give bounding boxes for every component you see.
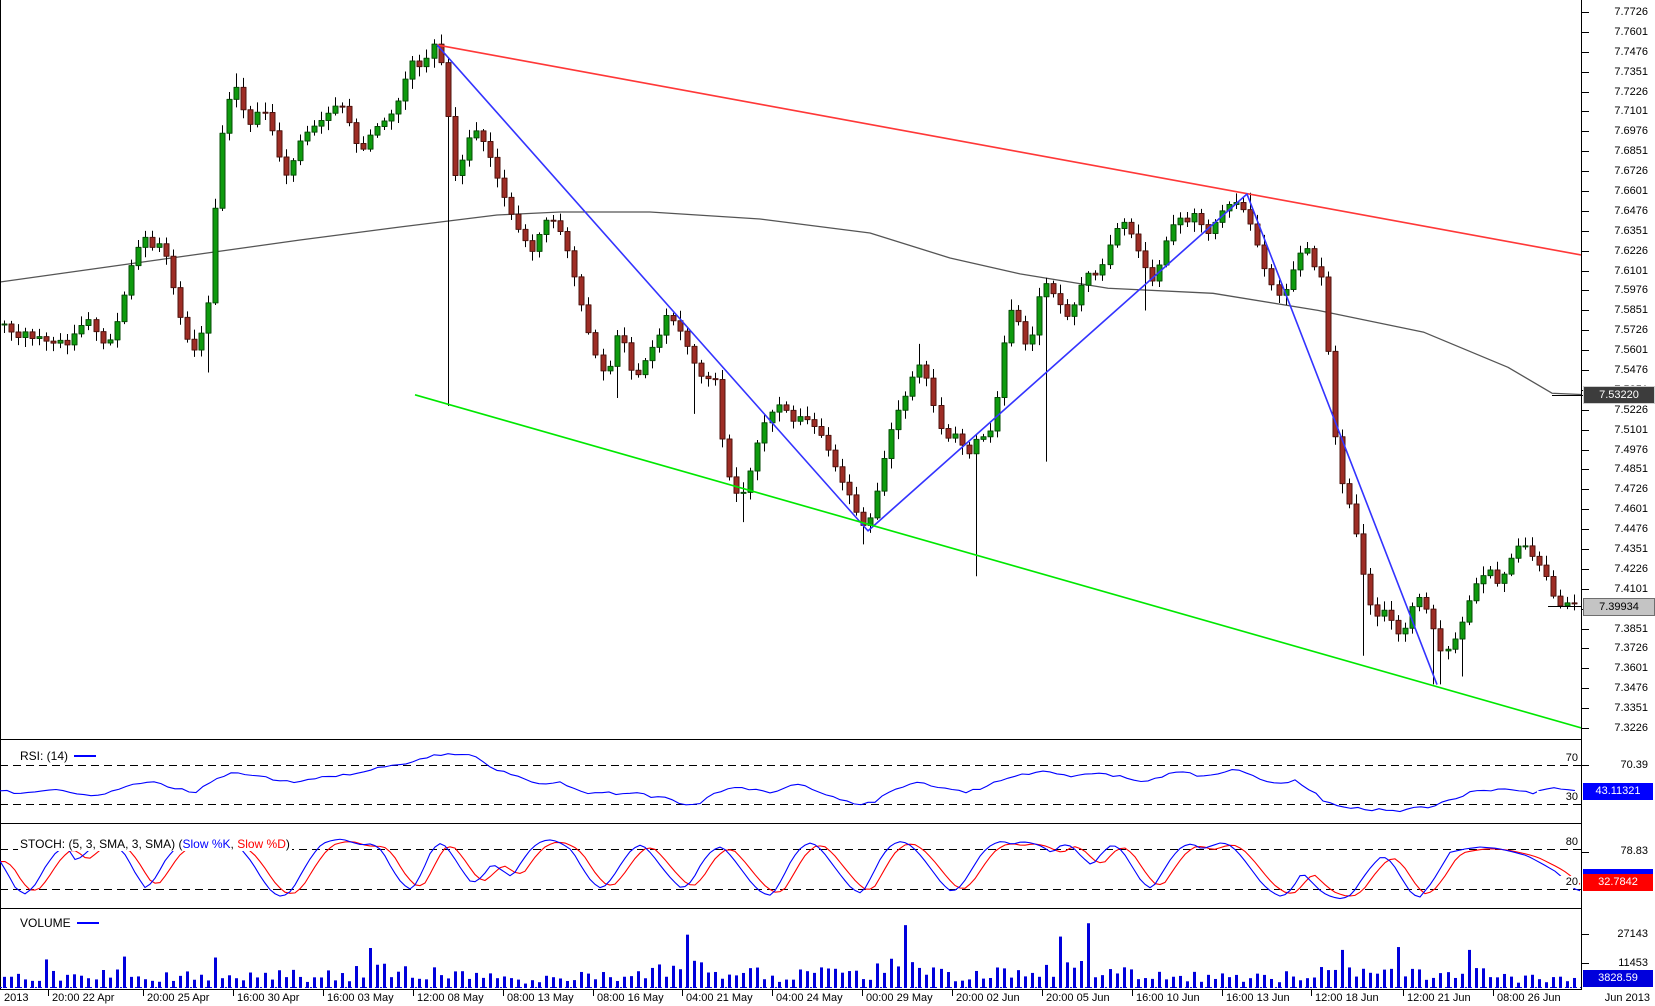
- price-axis-label: 7.6351: [1614, 224, 1648, 237]
- price-axis-label: 7.3851: [1614, 622, 1648, 635]
- price-axis-label: 7.6476: [1614, 204, 1648, 217]
- price-axis-label: 7.5976: [1614, 284, 1648, 297]
- price-axis-label: 7.4476: [1614, 523, 1648, 536]
- rsi-level-70: 70: [1537, 752, 1579, 764]
- rsi-value-badge: 43.11321: [1583, 783, 1653, 800]
- price-axis-label: 7.7726: [1614, 6, 1648, 18]
- rsi-panel-title: RSI: (14): [18, 749, 99, 763]
- rsi-level-30: 30: [1537, 791, 1579, 803]
- stoch-title-part: ,: [230, 837, 238, 851]
- price-axis-label: 7.6101: [1614, 264, 1648, 277]
- stoch-level-80: 80: [1537, 836, 1579, 848]
- stoch-level-20: 20: [1537, 876, 1579, 888]
- volume-panel-title: VOLUME: [18, 917, 101, 930]
- price-axis-label: 7.5101: [1614, 423, 1648, 436]
- stoch-title-part: STOCH: (5, 3, SMA, 3, SMA) (: [20, 837, 183, 851]
- time-axis-label: 16:00 30 Apr: [237, 992, 300, 1004]
- time-axis-label: 12:00 08 May: [417, 992, 484, 1004]
- stoch-axis-max: 78.83: [1620, 845, 1648, 857]
- price-axis-label: 7.7601: [1614, 25, 1648, 38]
- volume-axis-upper: 27143: [1617, 928, 1648, 940]
- time-axis-label: 16:00 13 Jun: [1226, 992, 1290, 1004]
- time-axis-label: 20:00 25 Apr: [147, 992, 210, 1004]
- price-axis-label: 7.6226: [1614, 244, 1648, 257]
- price-axis-label: 7.4851: [1614, 463, 1648, 476]
- time-axis-year-label: 2013: [4, 992, 29, 1004]
- stoch-k-badge-strip: [1583, 869, 1653, 874]
- price-axis-label: 7.7476: [1614, 45, 1648, 58]
- time-axis-label: 16:00 10 Jun: [1136, 992, 1200, 1004]
- price-axis-label: 7.3351: [1614, 702, 1648, 715]
- current-price-badge: 7.39934: [1583, 598, 1655, 616]
- price-axis-label: 7.6726: [1614, 165, 1648, 178]
- stoch-panel-title: STOCH: (5, 3, SMA, 3, SMA) (Slow %K, Slo…: [18, 838, 292, 851]
- price-axis-label: 7.6976: [1614, 125, 1648, 138]
- price-axis-label: 7.5726: [1614, 324, 1648, 337]
- time-axis-label: 08:00 26 Jun: [1497, 992, 1561, 1004]
- price-axis-label: 7.4601: [1614, 503, 1648, 516]
- price-axis-label: 7.3476: [1614, 682, 1648, 695]
- rsi-title-text: RSI: (14): [20, 749, 69, 763]
- volume-axis-lower: 11453: [1618, 957, 1648, 969]
- time-axis-label: 16:00 03 May: [327, 992, 394, 1004]
- price-axis-label: 7.7226: [1614, 85, 1648, 98]
- time-axis-label: 04:00 21 May: [686, 992, 753, 1004]
- volume-value-badge: 3828.59: [1583, 970, 1653, 987]
- price-axis-label: 7.3601: [1614, 662, 1648, 675]
- rsi-axis-max: 70.39: [1620, 759, 1648, 771]
- stoch-title-part: ): [285, 837, 290, 851]
- time-axis-month-label: Jun 2013: [1604, 992, 1650, 1004]
- price-axis-label: 7.6851: [1614, 145, 1648, 158]
- price-axis-label: 7.3726: [1614, 642, 1648, 655]
- stoch-value-badge: 32.7842: [1583, 874, 1653, 891]
- time-axis-label: 20:00 05 Jun: [1046, 992, 1110, 1004]
- stoch-title-part: Slow %D: [237, 837, 286, 851]
- price-axis-label: 7.6601: [1614, 185, 1648, 197]
- price-axis-label: 7.4351: [1614, 543, 1648, 555]
- time-axis-label: 08:00 16 May: [597, 992, 664, 1004]
- price-axis-label: 7.7351: [1614, 65, 1648, 78]
- price-axis-label: 7.7101: [1614, 105, 1648, 118]
- price-axis-label: 7.4101: [1614, 582, 1648, 595]
- time-axis-label: 20:00 02 Jun: [956, 992, 1020, 1004]
- time-axis-label: 20:00 22 Apr: [52, 992, 115, 1004]
- time-axis-label: 08:00 13 May: [507, 992, 574, 1004]
- price-axis-label: 7.5476: [1614, 364, 1648, 376]
- price-axis-label: 7.4976: [1614, 443, 1648, 456]
- price-axis-label: 7.5851: [1614, 304, 1648, 317]
- ma-value-badge: 7.53220: [1583, 386, 1655, 404]
- price-axis-label: 7.4726: [1614, 483, 1648, 496]
- rsi-line-sample-icon: [74, 754, 97, 757]
- volume-title-text: VOLUME: [20, 916, 71, 930]
- stoch-title-part: Slow %K: [182, 837, 231, 851]
- time-axis-label: 00:00 29 May: [866, 992, 933, 1004]
- time-axis-label: 12:00 21 Jun: [1407, 992, 1471, 1004]
- price-axis-label: 7.4226: [1614, 562, 1648, 575]
- volume-line-sample-icon: [76, 921, 99, 924]
- time-axis-label: 04:00 24 May: [776, 992, 843, 1004]
- price-axis-label: 7.5601: [1614, 344, 1648, 357]
- price-axis-label: 7.5226: [1614, 403, 1648, 416]
- price-axis-label: 7.3226: [1614, 722, 1648, 734]
- time-axis-label: 12:00 18 Jun: [1315, 992, 1379, 1004]
